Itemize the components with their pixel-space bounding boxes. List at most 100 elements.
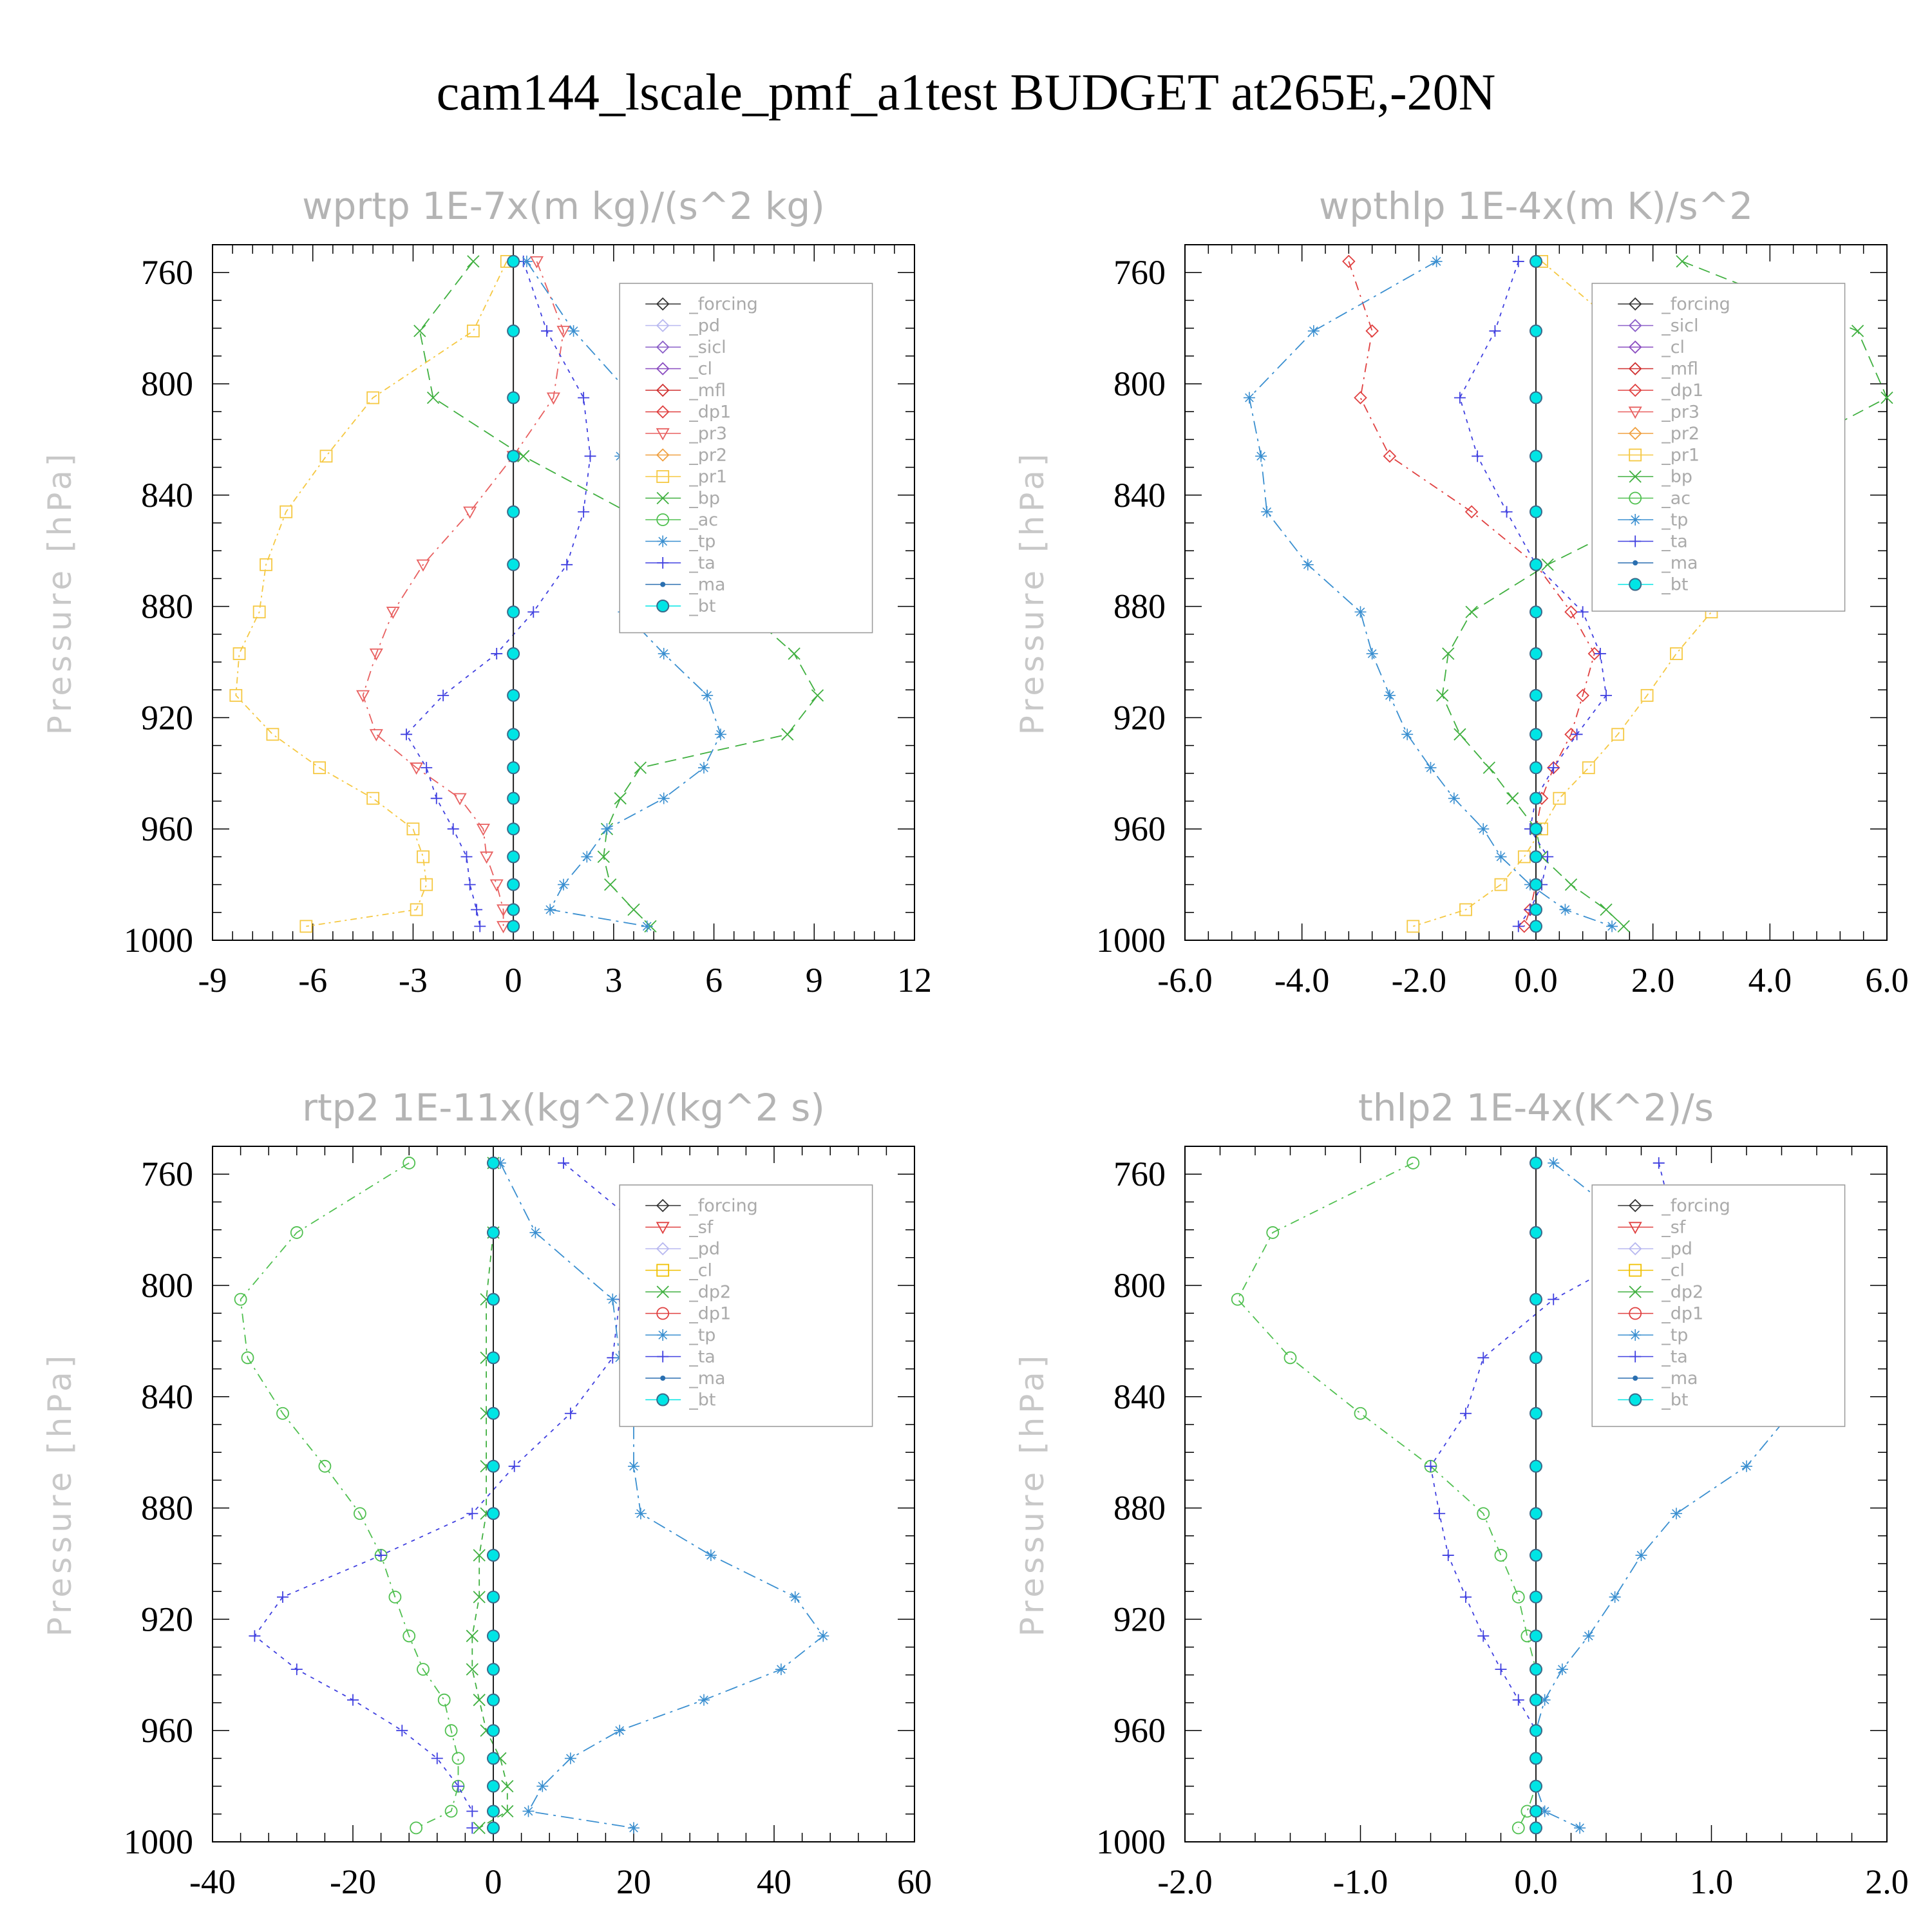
data-point bbox=[529, 256, 544, 269]
x-tick-label: -2.0 bbox=[1157, 1862, 1212, 1901]
y-tick-label: 1000 bbox=[1096, 1823, 1166, 1861]
y-axis-label: Pressure [hPa] bbox=[1014, 450, 1051, 735]
data-point bbox=[1530, 1590, 1542, 1604]
data-point bbox=[1530, 1752, 1542, 1765]
data-point bbox=[1530, 324, 1542, 337]
legend-label: _pr2 bbox=[1661, 424, 1700, 444]
data-point bbox=[507, 324, 520, 337]
data-point bbox=[319, 450, 333, 463]
y-tick-label: 960 bbox=[141, 810, 193, 848]
data-point bbox=[466, 1629, 478, 1642]
legend-label: _dp2 bbox=[1661, 1282, 1703, 1302]
data-point bbox=[1302, 558, 1314, 571]
data-point bbox=[1494, 1549, 1508, 1562]
data-point bbox=[369, 729, 383, 742]
data-point bbox=[1548, 1157, 1560, 1169]
data-point bbox=[1611, 728, 1625, 741]
legend-marker bbox=[656, 340, 670, 354]
data-point bbox=[1283, 1351, 1297, 1365]
y-tick-label: 880 bbox=[141, 587, 193, 626]
data-point bbox=[507, 761, 520, 775]
y-tick-label: 920 bbox=[141, 1600, 193, 1638]
data-point bbox=[489, 879, 504, 892]
data-point bbox=[584, 450, 596, 462]
data-point bbox=[507, 505, 520, 518]
data-point bbox=[1530, 1693, 1542, 1707]
legend-marker bbox=[656, 1222, 670, 1235]
legend-label: _bp bbox=[688, 489, 720, 509]
legend-label: _bt bbox=[688, 596, 715, 616]
legend-label: _pd bbox=[688, 1239, 720, 1259]
data-point bbox=[561, 558, 573, 571]
legend-label: _pr1 bbox=[688, 467, 727, 487]
data-point bbox=[544, 904, 556, 916]
data-point bbox=[1530, 903, 1542, 916]
data-point bbox=[1542, 851, 1554, 863]
legend-label: _sf bbox=[688, 1218, 714, 1238]
data-point bbox=[507, 878, 520, 891]
data-point bbox=[507, 688, 520, 702]
data-point bbox=[1477, 823, 1490, 835]
y-tick-label: 920 bbox=[1113, 698, 1166, 737]
legend-label: _ma bbox=[688, 1368, 725, 1388]
data-point bbox=[1530, 728, 1542, 741]
series-dp1 bbox=[234, 1157, 465, 1835]
main-title: cam144_lscale_pmf_a1test BUDGET at265E,-… bbox=[437, 64, 1496, 121]
data-point bbox=[1530, 1351, 1542, 1365]
data-point bbox=[1880, 391, 1893, 404]
legend-box bbox=[619, 1184, 873, 1427]
legend-marker bbox=[1628, 383, 1642, 397]
data-point bbox=[453, 793, 467, 806]
data-point bbox=[714, 728, 726, 741]
data-point bbox=[1511, 1821, 1525, 1835]
series-line bbox=[240, 1162, 459, 1829]
data-point bbox=[1617, 920, 1630, 933]
data-point bbox=[1383, 450, 1397, 463]
legend-label: _tp bbox=[1661, 1325, 1688, 1345]
legend-marker bbox=[656, 470, 670, 483]
data-point bbox=[290, 1226, 303, 1239]
data-point bbox=[508, 1460, 520, 1472]
legend-marker bbox=[1629, 448, 1642, 462]
series-tp bbox=[1243, 255, 1618, 933]
data-point bbox=[517, 450, 530, 462]
data-point bbox=[1582, 1630, 1595, 1642]
data-point bbox=[1559, 904, 1571, 916]
data-point bbox=[1494, 878, 1508, 891]
data-point bbox=[1530, 1724, 1542, 1738]
data-point bbox=[1600, 903, 1613, 916]
legend-marker bbox=[1633, 1376, 1638, 1381]
legend-marker bbox=[656, 513, 670, 526]
data-point bbox=[290, 1663, 303, 1676]
y-tick-label: 800 bbox=[141, 1266, 193, 1305]
y-tick-label: 840 bbox=[1113, 1378, 1166, 1416]
x-tick-label: 3 bbox=[605, 961, 622, 999]
data-point bbox=[229, 688, 243, 702]
plot-frame bbox=[212, 1146, 915, 1842]
data-point bbox=[1530, 254, 1542, 268]
x-tick-label: -2.0 bbox=[1392, 961, 1446, 999]
data-point bbox=[417, 1663, 430, 1676]
data-point bbox=[1530, 1821, 1542, 1835]
legend-marker bbox=[1629, 1307, 1642, 1320]
legend-marker bbox=[1629, 514, 1642, 526]
x-tick-label: -6 bbox=[298, 961, 327, 999]
data-point bbox=[1512, 920, 1524, 933]
data-point bbox=[260, 558, 272, 571]
data-point bbox=[628, 1822, 639, 1834]
x-tick-label: 4.0 bbox=[1748, 961, 1792, 999]
legend-label: _cl bbox=[1661, 1261, 1685, 1281]
data-point bbox=[369, 648, 383, 661]
data-point bbox=[507, 605, 520, 619]
data-point bbox=[1472, 450, 1484, 462]
data-point bbox=[1653, 1157, 1665, 1169]
legend-label: _ta bbox=[688, 1347, 715, 1367]
data-point bbox=[1460, 1591, 1472, 1603]
data-point bbox=[1556, 1663, 1568, 1676]
legend-label: _pr2 bbox=[688, 446, 727, 466]
data-point bbox=[1530, 1779, 1542, 1793]
x-tick-label: 40 bbox=[757, 1862, 791, 1901]
x-tick-label: -1.0 bbox=[1333, 1862, 1388, 1901]
data-point bbox=[299, 920, 313, 933]
legend-label: _sicl bbox=[1661, 316, 1698, 336]
